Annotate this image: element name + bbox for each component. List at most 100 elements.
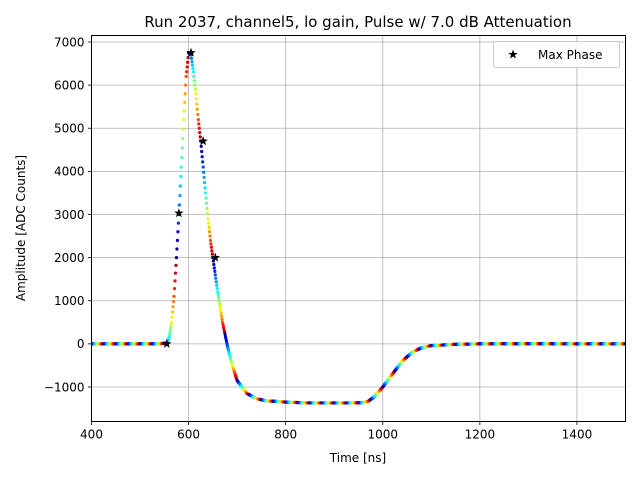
waveform-point: [200, 149, 204, 154]
waveform-point: [183, 100, 187, 104]
waveform-point: [171, 300, 176, 304]
y-tick-label: 0: [77, 337, 85, 351]
y-tick-label: 7000: [54, 35, 85, 49]
waveform-point: [182, 109, 186, 113]
waveform-point: [176, 221, 180, 225]
waveform-point: [196, 118, 200, 122]
max-phase-point: [186, 47, 196, 57]
waveform-point: [184, 74, 188, 79]
waveform-point: [220, 320, 225, 324]
waveform-point: [185, 70, 189, 74]
waveform-point: [169, 326, 173, 330]
y-tick-label: 3000: [54, 208, 85, 222]
waveform-point: [168, 332, 172, 336]
waveform-samples: [91, 51, 626, 405]
waveform-point: [215, 283, 219, 287]
y-tick-label: 1000: [54, 294, 85, 308]
waveform-point: [169, 323, 173, 327]
waveform-point: [218, 305, 222, 309]
waveform-point: [220, 317, 224, 321]
waveform-point: [191, 67, 195, 71]
max-phase-point: [198, 136, 208, 146]
waveform-point: [217, 299, 221, 303]
waveform-point: [204, 196, 208, 200]
waveform-point: [177, 203, 181, 207]
y-axis-label: Amplitude [ADC Counts]: [14, 155, 28, 301]
axis-ticks: 400 600 800 1000 1200 1400 −1000 0 1000 2000 3000 4…: [44, 35, 592, 441]
waveform-point: [209, 242, 213, 246]
waveform-point: [192, 79, 197, 83]
waveform-point: [178, 193, 182, 198]
waveform-point: [221, 323, 225, 327]
y-tick-label: 6000: [54, 78, 85, 92]
waveform-point: [221, 325, 226, 329]
waveform-point: [202, 170, 206, 174]
max-phase-point: [210, 252, 221, 262]
legend-label: Max Phase: [538, 48, 602, 62]
waveform-point: [195, 107, 199, 111]
legend-star-marker: [508, 49, 518, 59]
y-tick-label: 2000: [54, 251, 85, 265]
waveform-point: [181, 127, 185, 131]
x-tick-label: 1000: [367, 428, 398, 442]
waveform-point: [168, 329, 172, 333]
waveform-point: [224, 337, 228, 341]
waveform-point: [203, 191, 208, 195]
waveform-point: [193, 87, 197, 92]
waveform-point: [210, 252, 214, 256]
axes-frame: [91, 35, 626, 422]
max-phase-point: [174, 208, 184, 218]
waveform-point: [172, 287, 177, 291]
waveform-point: [180, 155, 184, 160]
waveform-point: [198, 130, 202, 135]
waveform-point: [173, 279, 177, 283]
waveform-point: [176, 230, 180, 234]
waveform-point: [170, 320, 174, 324]
waveform-point: [174, 256, 179, 260]
waveform-point: [223, 332, 227, 336]
waveform-point: [216, 290, 220, 294]
x-tick-label: 1200: [465, 428, 496, 442]
waveform-point: [194, 97, 198, 101]
waveform-point: [170, 310, 175, 314]
waveform-point: [178, 184, 182, 188]
x-tick-label: 400: [80, 428, 103, 442]
waveform-point: [213, 269, 217, 274]
waveform-point: [222, 330, 227, 334]
waveform-point: [191, 70, 196, 74]
x-tick-label: 1400: [562, 428, 593, 442]
waveform-point: [172, 294, 176, 299]
waveform-point: [201, 165, 205, 169]
waveform-point: [180, 146, 184, 150]
waveform-point: [204, 201, 209, 205]
x-tick-label: 800: [274, 428, 297, 442]
x-tick-label: 600: [177, 428, 200, 442]
waveform-point: [171, 305, 175, 309]
waveform-point: [197, 122, 201, 126]
waveform-point: [209, 245, 214, 249]
waveform-point: [173, 271, 178, 275]
waveform-point: [206, 221, 211, 225]
waveform-point: [190, 60, 194, 64]
waveform-point: [224, 339, 229, 343]
waveform-point: [195, 102, 199, 106]
waveform-point: [193, 83, 197, 87]
waveform-point: [192, 74, 196, 79]
waveform-point: [183, 92, 187, 96]
waveform-point: [223, 334, 228, 339]
waveform-point: [225, 342, 229, 346]
waveform-point: [215, 287, 219, 291]
y-tick-label: −1000: [44, 380, 85, 394]
waveform-point: [179, 165, 183, 169]
waveform-point: [212, 262, 216, 267]
waveform-point: [175, 247, 179, 251]
waveform-point: [182, 118, 186, 122]
waveform-point: [167, 335, 171, 339]
waveform-point: [198, 135, 202, 139]
waveform-point: [219, 308, 223, 312]
waveform-point: [208, 238, 213, 242]
waveform-point: [203, 186, 207, 190]
waveform-point: [206, 217, 210, 221]
waveform-point: [184, 83, 188, 87]
